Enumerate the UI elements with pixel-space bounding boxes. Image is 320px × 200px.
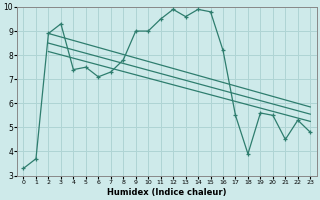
X-axis label: Humidex (Indice chaleur): Humidex (Indice chaleur) — [107, 188, 227, 197]
